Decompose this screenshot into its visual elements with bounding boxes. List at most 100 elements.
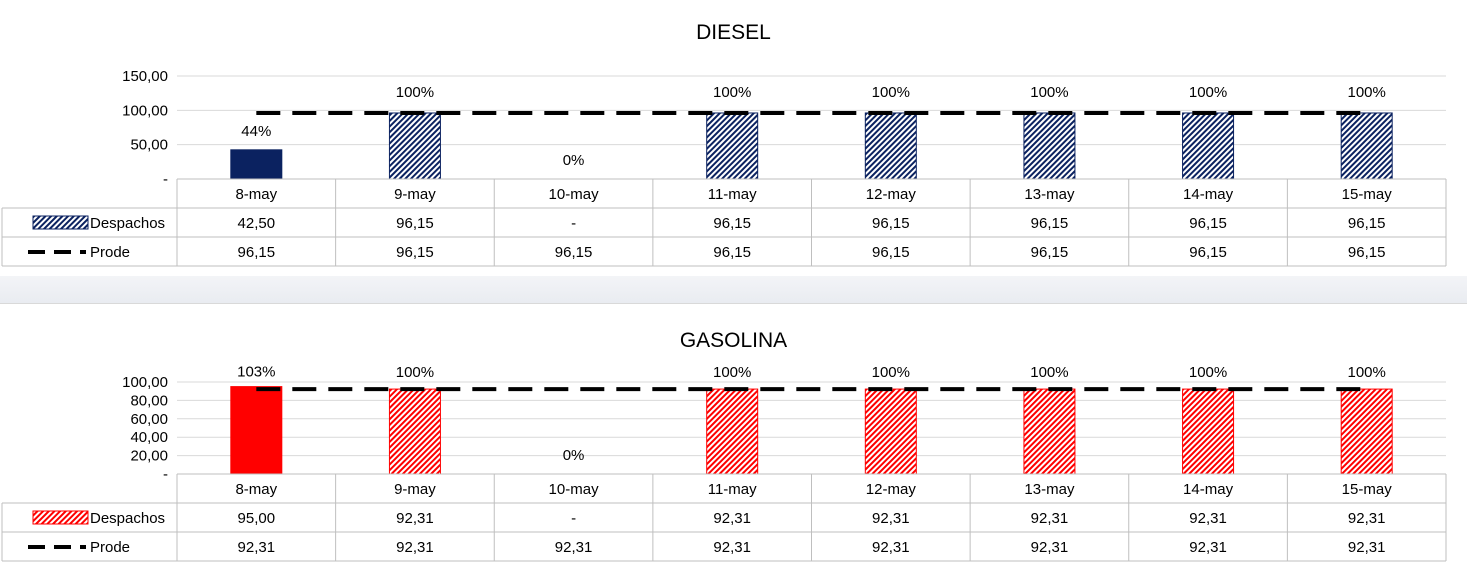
category-label: 15-may: [1342, 186, 1393, 203]
category-label: 11-may: [708, 186, 757, 203]
category-label: 13-may: [1024, 481, 1075, 498]
table-cell-despachos: 96,15: [872, 215, 910, 232]
table-cell-despachos: 92,31: [396, 510, 434, 527]
y-tick-label: 60,00: [130, 411, 168, 428]
table-cell-prode: 96,15: [713, 244, 751, 261]
bar: [864, 388, 917, 475]
category-label: 13-may: [1024, 186, 1075, 203]
category-label: 15-may: [1342, 481, 1393, 498]
bar: [706, 112, 759, 180]
table-cell-despachos: 92,31: [1031, 510, 1069, 527]
table-cell-prode: 96,15: [555, 244, 593, 261]
data-label: 100%: [1189, 364, 1227, 381]
data-label: 100%: [872, 364, 910, 381]
table-cell-prode: 96,15: [872, 244, 910, 261]
y-tick-label: 80,00: [130, 392, 168, 409]
table-cell-prode: 96,15: [1348, 244, 1386, 261]
table-cell-prode: 96,15: [1031, 244, 1069, 261]
legend-swatch-despachos: [32, 215, 89, 230]
legend-label-prode: Prode: [90, 539, 130, 556]
category-label: 8-may: [235, 186, 277, 203]
table-cell-prode: 92,31: [1348, 539, 1386, 556]
table-cell-prode: 92,31: [396, 539, 434, 556]
y-tick-label: 100,00: [122, 374, 168, 391]
bar: [388, 388, 441, 475]
bar: [388, 112, 441, 180]
legend-label-despachos: Despachos: [90, 510, 165, 527]
data-label: 100%: [872, 84, 910, 101]
table-cell-despachos: 92,31: [872, 510, 910, 527]
table-cell-despachos: 96,15: [713, 215, 751, 232]
data-label: 100%: [713, 84, 751, 101]
category-label: 14-may: [1183, 186, 1234, 203]
chart-title: DIESEL: [696, 21, 771, 44]
table-cell-despachos: 42,50: [238, 215, 276, 232]
background-strip: [0, 276, 1467, 303]
chart-title: GASOLINA: [679, 329, 788, 352]
legend-label-prode: Prode: [90, 244, 130, 261]
diesel-chart-panel: DIESEL 150,00 100,00 50,00 - 44% 100% 0% 100% 10…: [0, 0, 1467, 276]
category-label: 9-may: [394, 186, 436, 203]
data-label: 100%: [1030, 364, 1068, 381]
category-label: 12-may: [866, 481, 917, 498]
data-label: 100%: [1348, 84, 1386, 101]
table-cell-prode: 96,15: [396, 244, 434, 261]
table-cell-despachos: -: [571, 215, 576, 232]
bar: [1182, 388, 1235, 475]
bar: [230, 386, 283, 475]
data-label: 100%: [1189, 84, 1227, 101]
table-cell-prode: 92,31: [1031, 539, 1069, 556]
data-label: 100%: [713, 364, 751, 381]
table-cell-prode: 92,31: [555, 539, 593, 556]
data-label: 100%: [396, 84, 434, 101]
table-cell-despachos: 96,15: [1189, 215, 1227, 232]
table-cell-despachos: 96,15: [396, 215, 434, 232]
legend-swatch-despachos: [32, 510, 89, 525]
bar: [706, 388, 759, 475]
category-label: 14-may: [1183, 481, 1234, 498]
data-label: 103%: [237, 364, 275, 381]
y-tick-label: -: [163, 466, 168, 483]
category-label: 12-may: [866, 186, 917, 203]
bar: [1340, 388, 1393, 475]
bar: [1182, 112, 1235, 180]
bar: [1023, 112, 1076, 180]
table-cell-prode: 92,31: [713, 539, 751, 556]
table-cell-despachos: 96,15: [1348, 215, 1386, 232]
category-label: 8-may: [235, 481, 277, 498]
gasolina-chart-panel: GASOLINA 100,00 80,00 60,00 40,00 20,00-103%…: [0, 303, 1467, 572]
table-cell-despachos: 92,31: [1189, 510, 1227, 527]
y-tick-label: -: [163, 171, 168, 188]
category-label: 9-may: [394, 481, 436, 498]
category-label: 10-may: [549, 481, 600, 498]
table-cell-prode: 92,31: [872, 539, 910, 556]
y-tick-label: 150,00: [122, 68, 168, 85]
category-label: 10-may: [549, 186, 600, 203]
data-label: 0%: [563, 152, 585, 169]
data-label: 100%: [1030, 84, 1068, 101]
y-tick-label: 20,00: [130, 448, 168, 465]
y-tick-label: 50,00: [130, 137, 168, 154]
table-cell-despachos: -: [571, 510, 576, 527]
data-label: 100%: [1348, 364, 1386, 381]
table-cell-despachos: 95,00: [238, 510, 276, 527]
table-cell-prode: 92,31: [238, 539, 276, 556]
data-label: 0%: [563, 447, 585, 464]
table-cell-despachos: 96,15: [1031, 215, 1069, 232]
data-label: 100%: [396, 364, 434, 381]
category-label: 11-may: [708, 481, 757, 498]
bar: [1340, 112, 1393, 180]
bar: [230, 149, 283, 180]
data-label: 44%: [241, 123, 271, 140]
legend-label-despachos: Despachos: [90, 215, 165, 232]
y-tick-label: 40,00: [130, 429, 168, 446]
diesel-chart: 150,00 100,00 50,00 - 44% 100% 0% 100% 100% 100% 1…: [1, 68, 1447, 267]
y-tick-label: 100,00: [122, 102, 168, 119]
table-cell-prode: 92,31: [1189, 539, 1227, 556]
bar: [1023, 388, 1076, 475]
table-cell-prode: 96,15: [238, 244, 276, 261]
table-cell-prode: 96,15: [1189, 244, 1227, 261]
table-cell-despachos: 92,31: [1348, 510, 1386, 527]
table-cell-despachos: 92,31: [713, 510, 751, 527]
